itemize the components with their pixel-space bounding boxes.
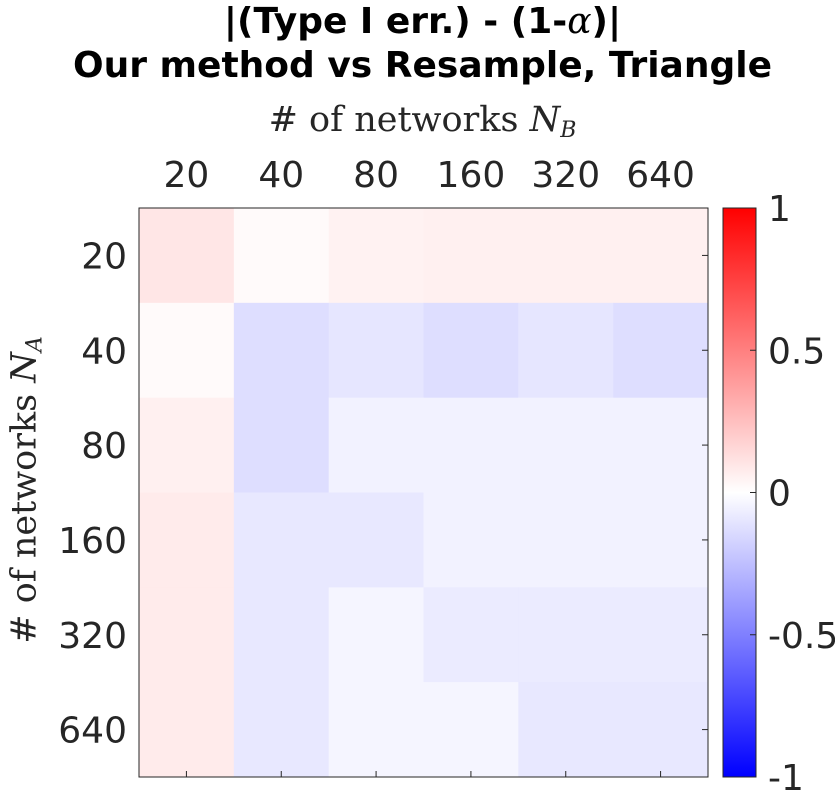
- heatmap-cell: [328, 587, 424, 683]
- colorbar-tick-label: -1: [768, 758, 804, 794]
- heatmap-cell: [423, 682, 519, 778]
- heatmap-cell: [613, 492, 709, 588]
- heatmap-cell: [139, 682, 235, 778]
- x-axis-title: # of networks NB: [0, 100, 835, 143]
- heatmap-cell: [139, 587, 235, 683]
- y-tick-label: 40: [81, 331, 127, 372]
- heatmap-cell: [518, 208, 614, 304]
- heatmap-cell: [518, 302, 614, 399]
- heatmap-cell: [328, 682, 424, 778]
- x-tick-label: 80: [353, 155, 399, 196]
- heatmap-cell: [423, 208, 519, 304]
- heatmap-cell: [613, 682, 709, 778]
- heatmap-cell: [233, 302, 330, 399]
- x-tick-label: 20: [164, 155, 210, 196]
- heatmap-cell: [233, 397, 330, 493]
- colorbar-tick-label: -0.5: [768, 616, 835, 657]
- x-tick-label: 40: [258, 155, 304, 196]
- heatmap-cell: [423, 587, 519, 683]
- heatmap-cell: [233, 208, 330, 304]
- heatmap-cell: [518, 492, 614, 588]
- colorbar-tick-label: 0: [768, 474, 791, 515]
- heatmap-cell: [328, 208, 424, 304]
- y-tick-label: 320: [58, 616, 127, 657]
- y-tick-label: 20: [81, 236, 127, 277]
- title-prefix: |(Type I err.) - (1-: [223, 1, 568, 42]
- heatmap-cell: [518, 587, 614, 683]
- heatmap-cell: [139, 208, 235, 304]
- y-tick-label: 80: [81, 426, 127, 467]
- colorbar-tick-label: 0.5: [768, 331, 825, 372]
- heatmap-cell: [233, 682, 330, 778]
- y-tick-label: 640: [58, 711, 127, 752]
- heatmap-cell: [328, 492, 424, 588]
- heatmap-cell: [233, 587, 330, 683]
- x-axis-ticks: 20 40 80 160 320 640: [164, 155, 695, 777]
- heatmap-cell: [233, 492, 330, 588]
- heatmap-cells: [139, 208, 709, 778]
- heatmap-cell: [423, 302, 519, 399]
- heatmap-cell: [613, 208, 709, 304]
- heatmap-cell: [613, 397, 709, 493]
- heatmap-cell: [423, 492, 519, 588]
- heatmap-cell: [139, 302, 235, 399]
- title-suffix: )|: [591, 1, 622, 42]
- heatmap-cell: [139, 492, 235, 588]
- x-tick-label: 160: [437, 155, 506, 196]
- title-alpha: α: [567, 1, 592, 42]
- colorbar-tick-label: 1: [768, 189, 791, 230]
- heatmap-cell: [328, 302, 424, 399]
- plot-frame: [138, 207, 709, 778]
- x-axis-title-text: # of networks: [268, 100, 530, 140]
- colorbar-ticks: 1 0.5 0 -0.5 -1: [750, 189, 835, 794]
- y-tick-label: 160: [58, 521, 127, 562]
- y-axis-ticks: 20 40 80 160 320 640: [58, 236, 708, 752]
- x-tick-label: 320: [531, 155, 600, 196]
- heatmap-cell: [613, 587, 709, 683]
- x-axis-title-subscript: B: [560, 118, 577, 143]
- heatmap-cell: [139, 397, 235, 493]
- heatmap-cell: [328, 397, 424, 493]
- heatmap-cell: [518, 397, 614, 493]
- chart-title-line-1: |(Type I err.) - (1-α)|: [0, 4, 835, 40]
- x-axis-title-symbol: N: [529, 100, 561, 140]
- x-tick-label: 640: [626, 155, 695, 196]
- heatmap-cell: [423, 397, 519, 493]
- heatmap-cell: [518, 682, 614, 778]
- heatmap-cell: [613, 302, 709, 399]
- chart-title-line-2: Our method vs Resample, Triangle: [73, 45, 772, 86]
